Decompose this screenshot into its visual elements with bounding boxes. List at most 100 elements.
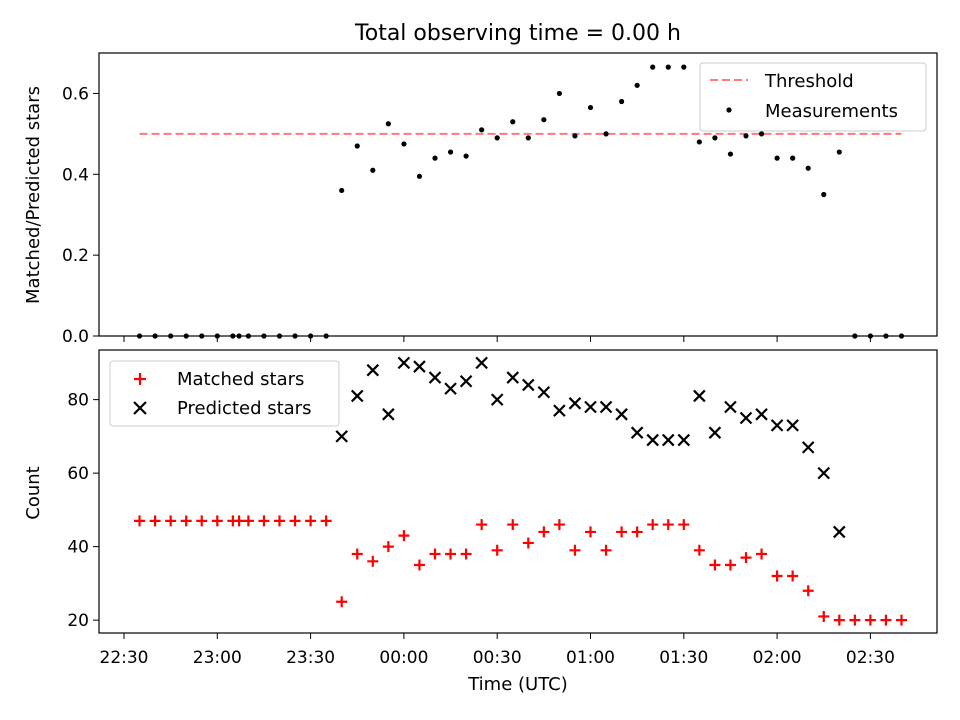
matched-star-point	[631, 526, 643, 538]
x-tick-label: 02:00	[753, 648, 802, 668]
predicted-star-point	[459, 374, 473, 388]
measurement-point	[743, 133, 749, 139]
predicted-legend-swatch	[133, 401, 147, 415]
measurement-point	[790, 155, 796, 161]
measurement-point	[510, 119, 516, 125]
top-axes-frame	[98, 52, 938, 337]
measurement-point	[152, 333, 158, 339]
predicted-star-point	[739, 411, 753, 425]
matched-star-point	[289, 515, 301, 527]
bottom-legend: Matched stars Predicted stars	[109, 360, 340, 427]
matched-star-point	[460, 548, 472, 560]
measurement-point	[261, 333, 267, 339]
measurement-point	[447, 149, 454, 155]
matched-star-point	[367, 555, 379, 567]
matched-star-point	[600, 544, 612, 556]
measurement-point	[603, 131, 609, 137]
measurement-point	[665, 64, 671, 70]
top-y-tick-label: 0.6	[62, 84, 89, 104]
matched-star-point	[491, 544, 503, 556]
matched-star-point	[258, 515, 270, 527]
top-y-tick-label: 0.2	[62, 246, 89, 266]
measurement-point	[136, 333, 143, 339]
matched-star-point	[756, 548, 768, 560]
measurement-point	[494, 135, 500, 141]
measurement-point	[587, 104, 594, 111]
x-tick-label: 01:00	[566, 648, 615, 668]
measurements-legend-swatch	[726, 107, 732, 113]
predicted-star-point	[537, 385, 551, 399]
measurement-point	[199, 333, 205, 339]
measurement-point	[292, 333, 298, 339]
measurement-point	[727, 151, 734, 157]
predicted-star-point	[724, 400, 737, 414]
matched-star-point	[709, 559, 721, 571]
top-y-tick-label: 0.4	[62, 165, 89, 185]
measurement-point	[463, 153, 469, 159]
predicted-star-point	[413, 360, 426, 373]
top-panel: 0.0 0.2 0.4 0.6	[62, 52, 938, 347]
matched-star-point	[693, 544, 705, 556]
matched-star-point	[818, 610, 830, 622]
matched-star-point	[678, 519, 690, 531]
predicted-star-point	[553, 404, 566, 417]
bottom-panel: 20 40 60 80 22:30 23:00 23:30 00:00 00:30 01:00 01…	[67, 349, 938, 668]
matched-star-point	[196, 515, 208, 527]
predicted-star-point	[661, 433, 675, 447]
matched-star-point	[662, 519, 674, 531]
chart-title: Total observing time = 0.00 h	[354, 21, 681, 46]
measurement-point	[619, 98, 625, 105]
measurement-point	[805, 165, 811, 171]
predicted-star-point	[677, 433, 691, 447]
x-tick-label: 00:30	[473, 648, 522, 668]
matched-star-point	[740, 552, 752, 564]
matched-star-point	[896, 614, 907, 626]
x-tick-label: 00:00	[379, 648, 428, 668]
measurement-point	[758, 131, 765, 137]
x-axis-label: Time (UTC)	[467, 674, 568, 695]
measurement-point	[370, 167, 376, 173]
measurement-point	[479, 127, 485, 133]
predicted-star-point	[786, 419, 799, 432]
measurement-point	[883, 333, 889, 339]
matched-star-point	[274, 515, 285, 527]
predicted-star-point	[646, 433, 659, 447]
matched-star-point	[305, 515, 317, 527]
measurement-point	[556, 90, 563, 97]
matched-star-point	[398, 530, 410, 542]
bottom-y-axis-label: Count	[23, 466, 44, 519]
matched-star-point	[149, 515, 161, 527]
predicted-star-point	[584, 400, 597, 414]
matched-star-point	[569, 544, 581, 556]
predicted-star-point	[755, 408, 768, 421]
predicted-star-point	[770, 419, 784, 432]
bottom-y-tick-label: 80	[67, 391, 89, 411]
matched-star-point	[382, 541, 394, 553]
matched-star-point	[616, 526, 628, 538]
x-tick-label: 02:30	[846, 648, 895, 668]
measurement-point	[836, 149, 842, 155]
matched-star-point	[538, 526, 550, 538]
predicted-star-point	[350, 389, 364, 403]
matched-star-point	[771, 570, 783, 582]
measurement-point	[245, 333, 251, 339]
matched-star-point	[724, 559, 736, 571]
matched-star-point	[880, 614, 892, 626]
matched-star-point	[242, 515, 254, 527]
x-tick-label: 22:30	[100, 648, 149, 668]
measurement-point	[898, 333, 905, 339]
predicted-star-point	[506, 371, 520, 384]
predicted-star-point	[708, 426, 722, 439]
bottom-y-tick-label: 60	[67, 464, 89, 484]
measurement-point	[308, 333, 314, 339]
matched-star-point	[802, 585, 814, 597]
measurement-point	[867, 333, 874, 339]
matched-star-point	[647, 519, 659, 531]
matched-star-point	[429, 548, 441, 560]
top-y-axis-label: Matched/Predicted stars	[23, 86, 44, 304]
matched-star-point	[233, 515, 245, 527]
matched-star-point	[507, 519, 519, 531]
predicted-star-point	[444, 382, 457, 395]
matched-star-point	[522, 537, 534, 549]
